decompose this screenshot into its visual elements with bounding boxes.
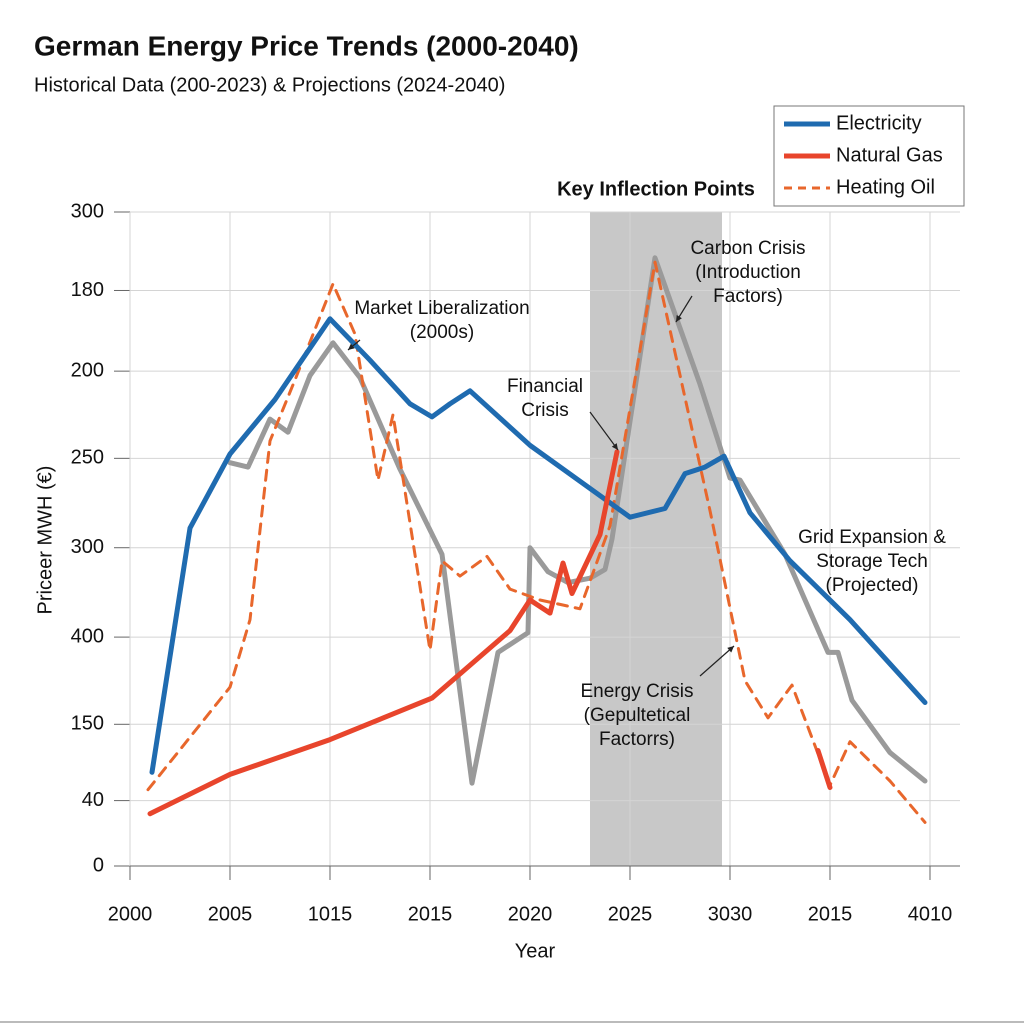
y-tick-label: 250 [71,447,104,469]
annotation-arrow [589,411,619,451]
annotation-text: Crisis [521,400,569,421]
arrow-head [348,343,355,350]
chart-title: German Energy Price Trends (2000-2040) [34,30,579,61]
annotation-text: (Introduction [695,262,801,283]
y-tick-label: 400 [71,625,104,647]
y-tick-label: 300 [71,536,104,558]
x-tick-label: 2020 [508,903,553,925]
annotation-text: (Projected) [826,575,919,596]
y-tick-label: 0 [93,854,104,876]
shaded-region-label: Key Inflection Points [557,178,755,200]
x-tick-label: 2015 [808,903,853,925]
arrow-head [676,315,682,322]
annotation-text: Factorrs) [599,729,675,750]
y-tick-label: 200 [71,359,104,381]
series-line [147,449,833,817]
arrow-head [611,443,618,450]
legend-label: Electricity [836,112,922,134]
y-axis-label: Priceer MWH (€) [34,466,56,615]
y-tick-label: 180 [71,279,104,301]
annotation-text: (Gepultetical [584,705,691,726]
x-axis-label: Year [515,940,556,962]
annotation-text: Factors) [713,286,783,307]
y-tick-label: 300 [71,200,104,222]
x-tick-label: 3030 [708,903,753,925]
x-tick-label: 2015 [408,903,453,925]
y-tick-label: 40 [82,789,104,811]
x-tick-label: 4010 [908,903,953,925]
y-tick-label: 150 [71,713,104,735]
annotation-arrow [699,645,735,677]
annotation-text: Energy Crisis [581,681,694,702]
series-line [146,260,927,824]
arrow-head [727,646,734,653]
annotation-text: Financial [507,376,583,397]
series-line [149,316,928,775]
annotation-text: Market Liberalization [354,298,529,319]
x-tick-label: 2005 [208,903,253,925]
chart-subtitle: Historical Data (200-2023) & Projections… [34,74,505,96]
annotation-text: Grid Expansion & [798,527,946,548]
x-tick-label: 1015 [308,903,353,925]
annotation-text: Storage Tech [816,551,928,572]
x-tick-label: 2025 [608,903,653,925]
legend-label: Heating Oil [836,176,935,198]
legend-label: Natural Gas [836,144,943,166]
x-tick-label: 2000 [108,903,153,925]
annotation-text: Carbon Crisis [690,238,805,259]
annotation-text: (2000s) [410,322,474,343]
